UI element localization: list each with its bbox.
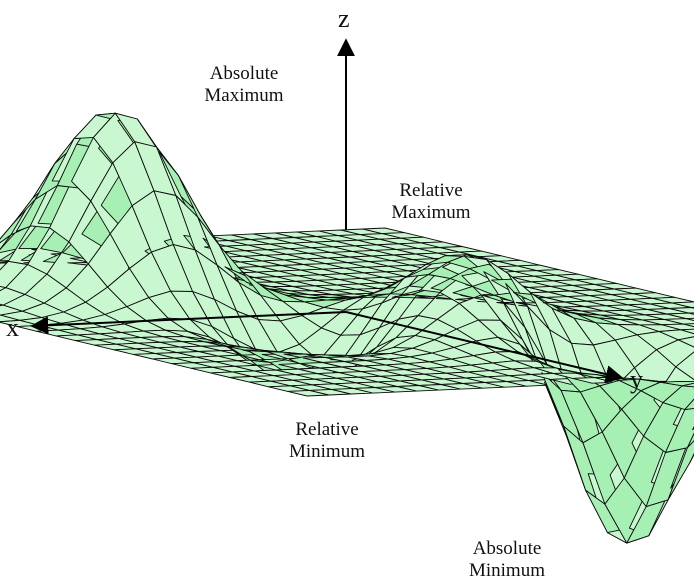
surface-facet <box>688 312 694 315</box>
svg-text:Maximum: Maximum <box>391 202 470 223</box>
surface-facet <box>680 328 694 335</box>
surface-facet <box>681 382 694 388</box>
surface-facet <box>675 351 694 381</box>
svg-text:Minimum: Minimum <box>469 560 545 578</box>
svg-text:Relative: Relative <box>295 419 358 440</box>
svg-text:Absolute: Absolute <box>473 538 542 559</box>
svg-text:Minimum: Minimum <box>289 441 365 462</box>
svg-text:Relative: Relative <box>399 180 462 201</box>
label-relative-maximum: Relative Maximum <box>391 180 470 223</box>
surface-facet <box>677 336 694 348</box>
y-axis-label: y <box>630 365 643 394</box>
y-axis <box>345 311 624 383</box>
svg-text:Absolute: Absolute <box>210 63 279 84</box>
x-axis <box>30 311 347 335</box>
surface-facet <box>684 398 694 411</box>
x-axis-label: x <box>6 313 19 342</box>
label-absolute-minimum: Absolute Minimum <box>469 538 545 578</box>
svg-text:Maximum: Maximum <box>204 85 283 106</box>
surface-facet <box>689 452 694 463</box>
label-relative-minimum: Relative Minimum <box>289 419 365 462</box>
label-absolute-maximum: Absolute Maximum <box>204 63 283 106</box>
surface-facet <box>690 306 694 309</box>
surface-facet <box>683 323 694 328</box>
surface-mesh <box>0 112 694 544</box>
z-axis-label: z <box>338 4 350 33</box>
surface-facet <box>686 432 694 449</box>
